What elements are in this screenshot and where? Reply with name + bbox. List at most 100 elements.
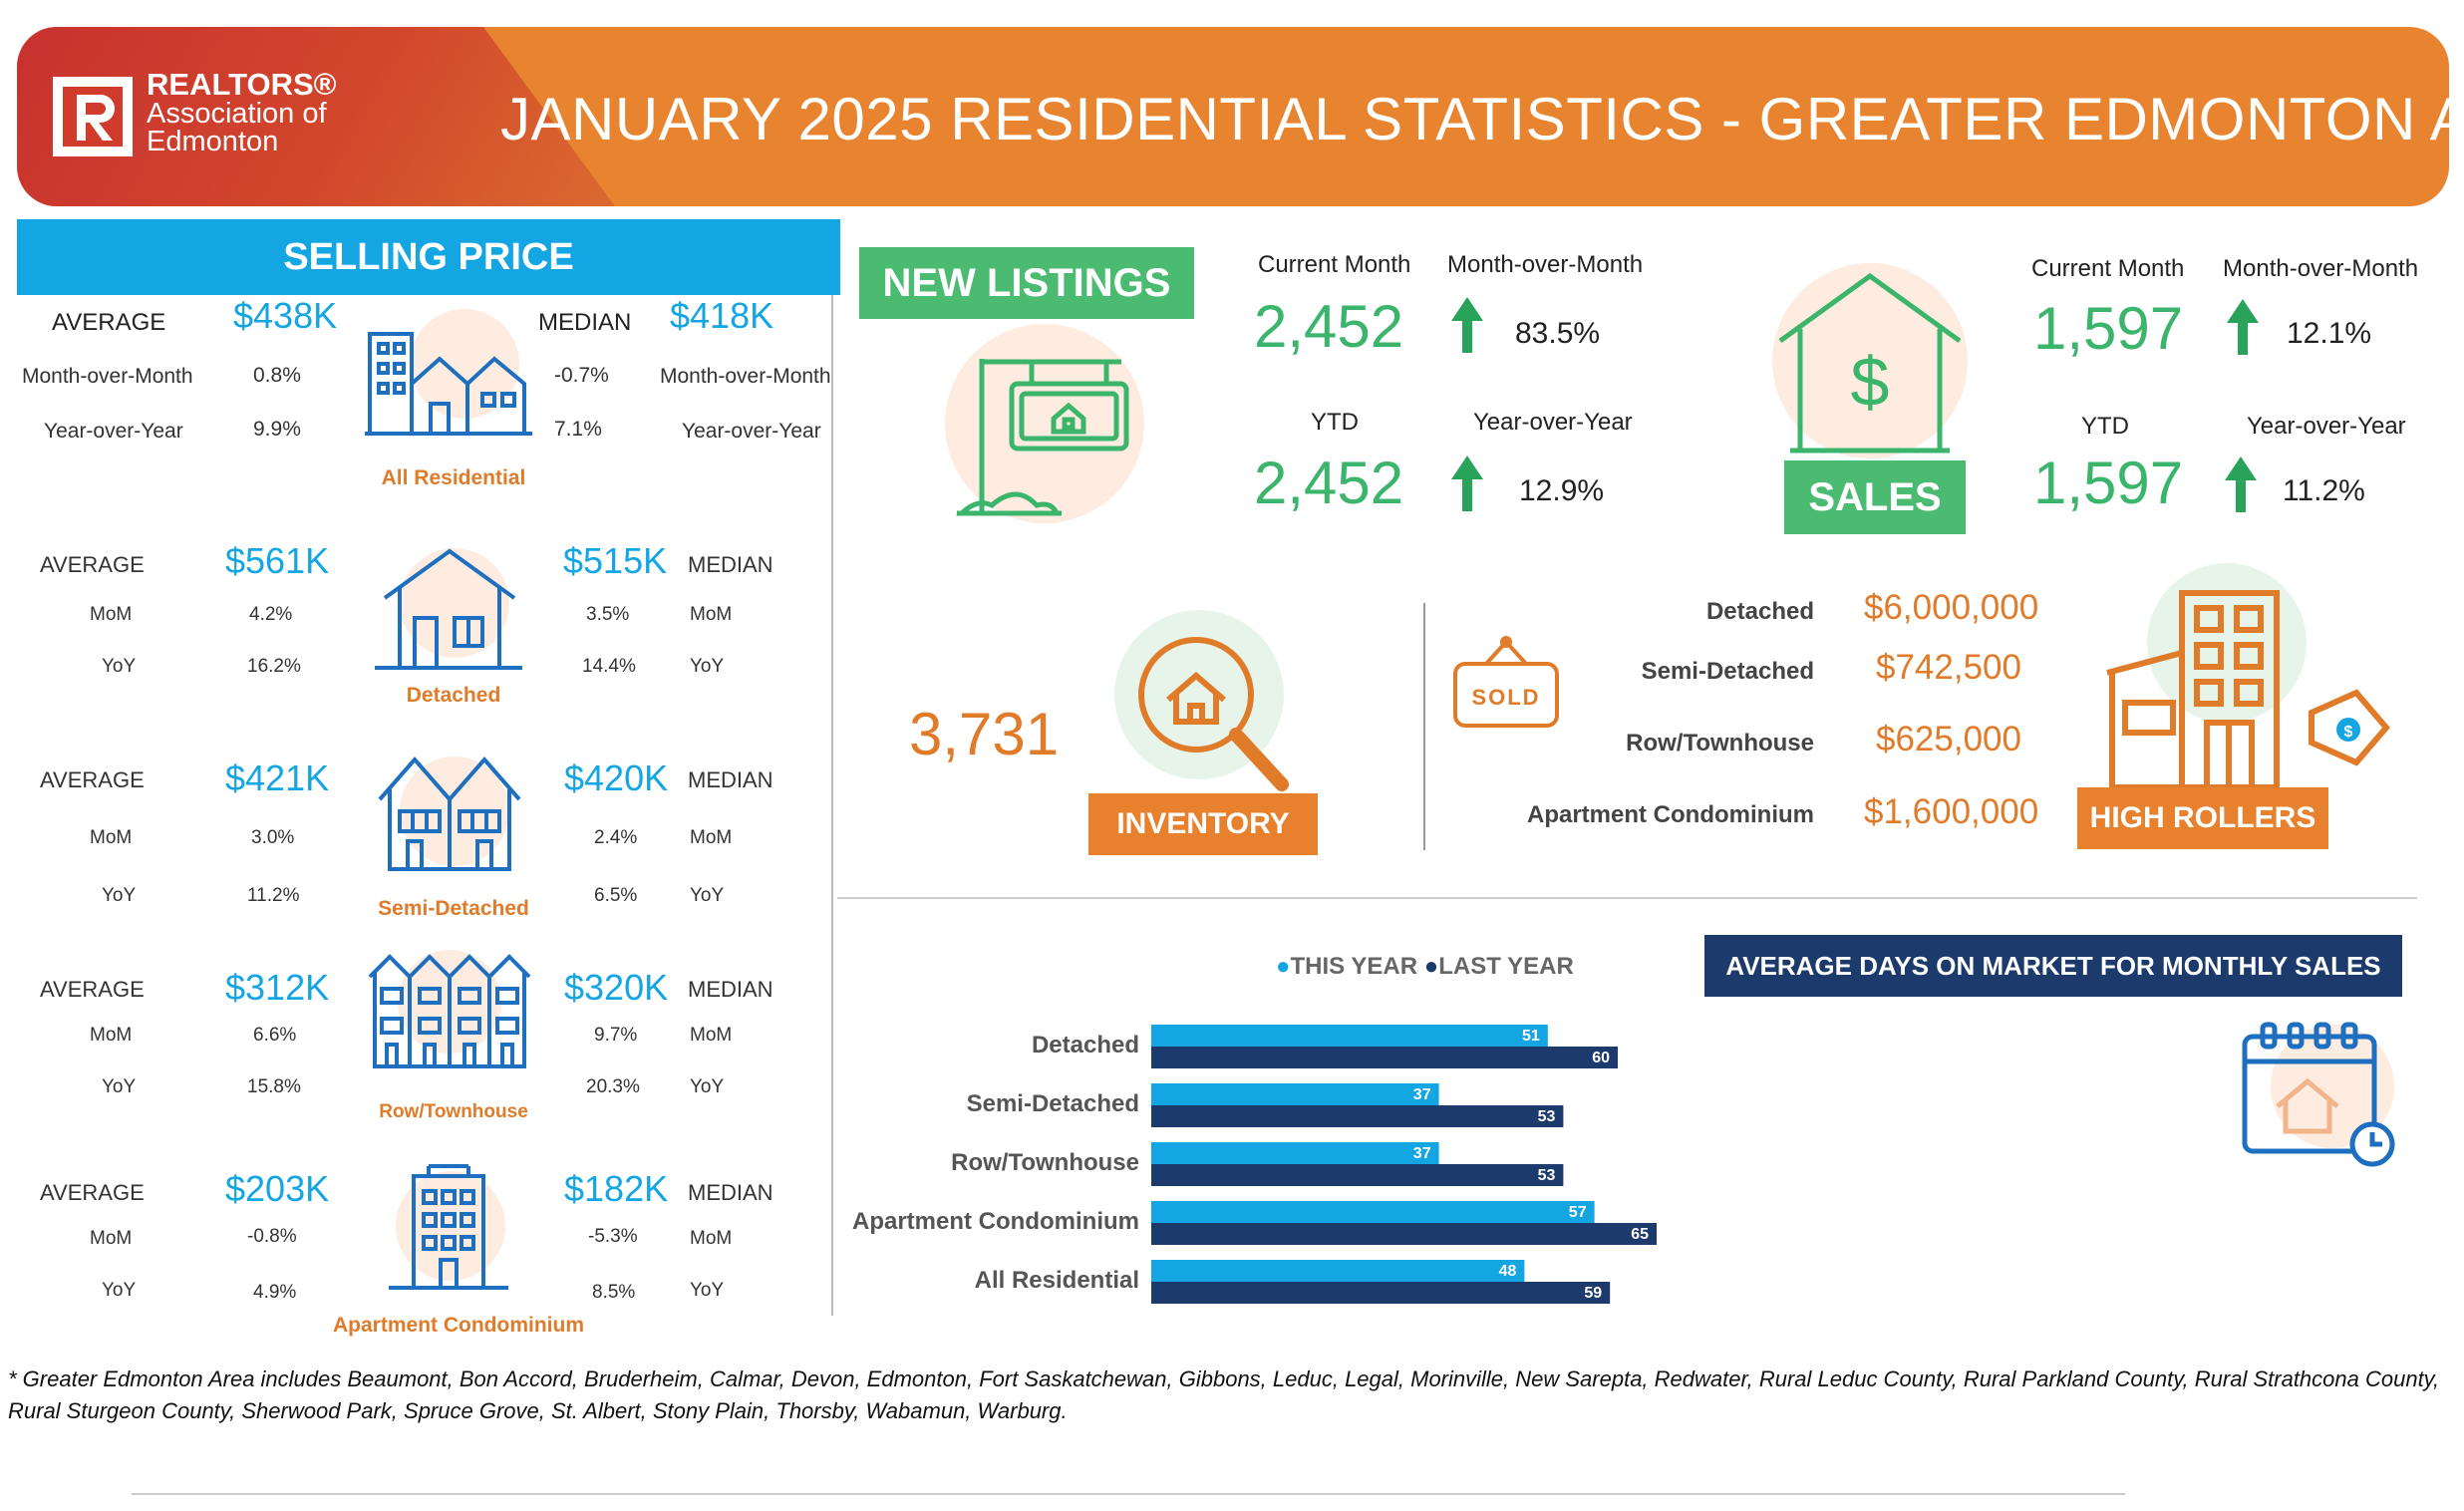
- inventory-magnifier-icon: [1114, 610, 1289, 791]
- sales-yoy-up-arrow-icon: [2225, 456, 2257, 512]
- all-residential-icon: [365, 309, 532, 436]
- apt-average-value: $203K: [225, 1168, 330, 1209]
- all-median-label: MEDIAN: [538, 309, 632, 336]
- sales-yoy-label: Year-over-Year: [2247, 413, 2406, 440]
- all-median-value: $418K: [670, 295, 774, 336]
- category-label: Semi-Detached: [967, 1090, 1139, 1117]
- bar-value-label: 57: [1569, 1204, 1587, 1221]
- detached-median-label: MEDIAN: [688, 552, 773, 577]
- page-title: JANUARY 2025 RESIDENTIAL STATISTICS - GR…: [500, 86, 2449, 152]
- bar-this-year: [1151, 1083, 1439, 1105]
- apt-median-value: $182K: [564, 1168, 669, 1209]
- footer-note: * Greater Edmonton Area includes Beaumon…: [8, 1366, 2440, 1423]
- semi-yoy-median: 6.5%: [594, 885, 638, 906]
- row-yoy-label-right: YoY: [690, 1076, 725, 1097]
- legend-last-year-marker: ●: [1423, 953, 1439, 980]
- detached-median-value: $515K: [563, 540, 668, 581]
- legend-last-year: LAST YEAR: [1438, 953, 1574, 980]
- all-category-label: All Residential: [381, 466, 526, 489]
- nl-yoy-up-arrow-icon: [1451, 455, 1483, 511]
- hr-semi-value: $742,500: [1876, 648, 2021, 687]
- row-yoy-avg: 15.8%: [247, 1076, 301, 1097]
- detached-category-label: Detached: [406, 684, 501, 707]
- sales-current-month-label: Current Month: [2031, 255, 2185, 282]
- legend-this-year-marker: ●: [1276, 953, 1291, 980]
- section-divider: [837, 897, 2417, 899]
- row-average-label: AVERAGE: [40, 977, 145, 1002]
- sales-yoy-value: 11.2%: [2283, 474, 2365, 507]
- category-label: All Residential: [975, 1267, 1139, 1294]
- detached-average-value: $561K: [225, 540, 330, 581]
- apt-mom-median: -5.3%: [588, 1226, 638, 1247]
- semi-median-label: MEDIAN: [688, 767, 773, 792]
- all-mom-label: Month-over-Month: [22, 365, 193, 388]
- semi-average-value: $421K: [225, 757, 330, 798]
- all-average-value: $438K: [233, 295, 338, 336]
- detached-mom-median: 3.5%: [586, 604, 630, 625]
- hr-row-value: $625,000: [1876, 720, 2021, 758]
- footer-rule: [132, 1493, 2125, 1495]
- semi-yoy-label-right: YoY: [690, 885, 725, 906]
- bar-value-label: 60: [1592, 1050, 1610, 1066]
- hr-apt-label: Apartment Condominium: [1527, 801, 1814, 828]
- nl-current-month-value: 2,452: [1254, 293, 1404, 360]
- chart-title: AVERAGE DAYS ON MARKET FOR MONTHLY SALES: [1704, 935, 2402, 997]
- bar-value-label: 37: [1413, 1086, 1431, 1103]
- chart-legend: ●THIS YEAR ●LAST YEAR: [1276, 953, 1574, 981]
- detached-yoy-avg: 16.2%: [247, 656, 301, 677]
- bar-value-label: 48: [1499, 1263, 1517, 1280]
- apt-yoy-label: YoY: [102, 1280, 137, 1301]
- new-listings-tag: NEW LISTINGS: [859, 247, 1194, 319]
- all-mom-label-right: Month-over-Month: [660, 365, 831, 388]
- realtor-logo-icon: [53, 77, 133, 156]
- detached-mom-avg: 4.2%: [249, 604, 293, 625]
- nl-mom-up-arrow-icon: [1451, 297, 1483, 353]
- hr-semi-label: Semi-Detached: [1641, 658, 1814, 685]
- all-mom-avg: 0.8%: [253, 364, 301, 387]
- detached-yoy-label: YoY: [102, 656, 137, 677]
- category-label: Apartment Condominium: [852, 1208, 1139, 1235]
- hr-apt-value: $1,600,000: [1864, 792, 2039, 831]
- all-yoy-avg: 9.9%: [253, 418, 301, 441]
- sales-current-month-value: 1,597: [2033, 295, 2184, 362]
- detached-mom-label: MoM: [90, 604, 133, 625]
- bar-this-year: [1151, 1025, 1548, 1047]
- apt-category-label: Apartment Condominium: [333, 1314, 584, 1337]
- semi-mom-label-right: MoM: [690, 827, 733, 848]
- inventory-value: 3,731: [909, 701, 1060, 767]
- calendar-clock-icon: [2242, 1022, 2395, 1167]
- nl-mom-label: Month-over-Month: [1447, 251, 1644, 278]
- svg-text:$: $: [1851, 343, 1890, 421]
- row-mom-median: 9.7%: [594, 1025, 638, 1046]
- all-yoy-label-right: Year-over-Year: [682, 420, 821, 443]
- high-rollers-tag: HIGH ROLLERS: [2077, 787, 2328, 849]
- apt-mom-avg: -0.8%: [247, 1226, 297, 1247]
- bar-this-year: [1151, 1201, 1595, 1223]
- apt-median-label: MEDIAN: [688, 1180, 773, 1205]
- bar-last-year: [1151, 1047, 1618, 1068]
- detached-yoy-median: 14.4%: [582, 656, 636, 677]
- all-yoy-label: Year-over-Year: [44, 420, 183, 443]
- apt-mom-label: MoM: [90, 1228, 133, 1249]
- header-banner: REALTORS® Association of Edmonton JANUAR…: [17, 27, 2449, 206]
- apt-yoy-avg: 4.9%: [253, 1282, 297, 1303]
- row-mom-label: MoM: [90, 1025, 133, 1046]
- nl-current-month-label: Current Month: [1258, 251, 1411, 278]
- logo-line2: Association of: [147, 98, 327, 130]
- row-yoy-median: 20.3%: [586, 1076, 640, 1097]
- semi-yoy-label: YoY: [102, 885, 137, 906]
- panel-divider: [831, 295, 833, 1316]
- sold-sign-text: SOLD: [1471, 685, 1540, 710]
- detached-mom-label-right: MoM: [690, 604, 733, 625]
- sales-mom-value: 12.1%: [2287, 317, 2372, 350]
- apt-yoy-median: 8.5%: [592, 1282, 636, 1303]
- nl-yoy-value: 12.9%: [1519, 474, 1605, 507]
- detached-yoy-label-right: YoY: [690, 656, 725, 677]
- semi-median-value: $420K: [564, 757, 669, 798]
- high-rollers-building-icon: $: [2106, 563, 2390, 790]
- hr-detached-label: Detached: [1705, 598, 1814, 625]
- bar-value-label: 65: [1631, 1226, 1649, 1243]
- nl-mom-value: 83.5%: [1515, 317, 1601, 350]
- svg-text:$: $: [2344, 724, 2353, 741]
- logo-text: REALTORS® Association of Edmonton: [147, 69, 336, 156]
